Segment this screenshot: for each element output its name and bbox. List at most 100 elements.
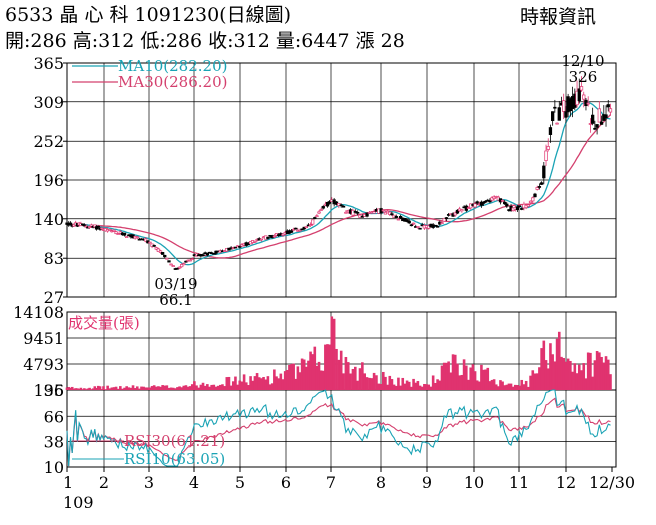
volume-bar bbox=[361, 362, 364, 390]
candle-body bbox=[266, 237, 270, 239]
price-tick-label: 27 bbox=[44, 288, 64, 307]
volume-bar bbox=[434, 382, 437, 390]
volume-bar bbox=[571, 371, 574, 390]
candle-body bbox=[593, 127, 597, 130]
volume-bar bbox=[351, 368, 355, 390]
x-tick-label: 7 bbox=[326, 473, 336, 492]
volume-bar bbox=[292, 363, 295, 390]
volume-bar bbox=[490, 379, 494, 390]
volume-bar bbox=[386, 384, 389, 390]
volume-bar bbox=[449, 372, 453, 390]
volume-bar bbox=[438, 380, 442, 390]
volume-bar bbox=[431, 375, 435, 390]
volume-bar bbox=[296, 366, 300, 390]
volume-bar bbox=[418, 385, 422, 390]
volume-bar bbox=[72, 388, 76, 390]
volume-bar bbox=[106, 385, 109, 390]
volume-bar bbox=[553, 361, 557, 390]
candle-body bbox=[548, 127, 553, 135]
volume-bar bbox=[286, 369, 289, 390]
x-tick-label: 12 bbox=[556, 473, 576, 492]
volume-bar bbox=[184, 385, 188, 390]
volume-bar bbox=[379, 384, 383, 390]
volume-bar bbox=[573, 363, 577, 390]
volume-bar bbox=[511, 386, 515, 390]
candle-body bbox=[281, 233, 285, 236]
candle-body bbox=[546, 146, 550, 150]
volume-bar bbox=[206, 384, 209, 390]
candle-body bbox=[135, 236, 139, 239]
price-tick-label: 309 bbox=[33, 93, 64, 112]
source-label: 時報資訊 bbox=[520, 6, 597, 28]
candle-body bbox=[444, 217, 449, 220]
volume-bar bbox=[356, 380, 359, 390]
volume-bar bbox=[138, 388, 141, 390]
candle-body bbox=[327, 201, 332, 204]
volume-bar bbox=[566, 358, 570, 390]
candle-body bbox=[84, 225, 88, 228]
candle-body bbox=[435, 225, 440, 228]
candle-body bbox=[528, 200, 533, 204]
volume-bar bbox=[251, 380, 255, 390]
volume-bar bbox=[288, 364, 291, 390]
volume-bar bbox=[401, 377, 405, 390]
volume-bar bbox=[193, 381, 196, 390]
candle-body bbox=[319, 209, 323, 211]
rsi-tick-label: 66 bbox=[44, 407, 64, 426]
candle-body bbox=[526, 204, 531, 207]
ohlc-summary: 開:286 高:312 低:286 收:312 量:6447 漲 28 bbox=[5, 30, 405, 52]
candle-body bbox=[152, 244, 156, 247]
candle-body bbox=[460, 209, 464, 212]
chart-date: 1091230 bbox=[134, 4, 220, 26]
price-tick-label: 196 bbox=[33, 171, 64, 190]
volume-bar bbox=[114, 386, 118, 390]
price-tick-label: 252 bbox=[33, 132, 64, 151]
candle-body bbox=[188, 259, 192, 262]
candle-body bbox=[205, 252, 209, 256]
volume-bar bbox=[231, 381, 235, 390]
chart-title: 6533 晶 心 科 1091230(日線圖) bbox=[5, 4, 291, 26]
candle-body bbox=[455, 209, 460, 214]
volume-bar bbox=[203, 385, 207, 390]
volume-bar bbox=[244, 382, 248, 390]
volume-bar bbox=[98, 386, 102, 390]
volume-bar bbox=[79, 387, 83, 390]
volume-bar bbox=[609, 374, 612, 390]
volume-bar bbox=[589, 352, 592, 390]
candle-body bbox=[156, 248, 161, 252]
volume-bar bbox=[497, 386, 500, 390]
low-date-annotation: 03/19 bbox=[154, 275, 197, 293]
candle-body bbox=[154, 247, 158, 250]
volume-bar bbox=[368, 377, 371, 390]
candle-body bbox=[597, 108, 601, 123]
volume-bar bbox=[247, 385, 250, 390]
volume-bar bbox=[471, 364, 475, 390]
volume-bar bbox=[569, 360, 572, 390]
candle-body bbox=[160, 252, 165, 255]
volume-bar bbox=[104, 389, 107, 390]
volume-bar bbox=[505, 384, 509, 390]
volume-bar bbox=[264, 379, 268, 390]
volume-bar bbox=[531, 370, 535, 390]
candle-body bbox=[300, 228, 304, 231]
volume-bar bbox=[125, 386, 128, 390]
candle-body bbox=[533, 193, 537, 198]
volume-tick-label: 14108 bbox=[13, 303, 64, 322]
volume-bar bbox=[544, 360, 548, 390]
candle-body bbox=[298, 229, 302, 232]
volume-bar bbox=[238, 380, 242, 390]
volume-bar bbox=[116, 388, 120, 390]
volume-bar bbox=[593, 360, 597, 390]
volume-bar bbox=[262, 376, 265, 390]
volume-bar bbox=[349, 373, 352, 390]
volume-bar bbox=[453, 354, 457, 390]
volume-bar bbox=[229, 385, 233, 390]
volume-bar bbox=[326, 344, 329, 390]
x-tick-label: 8 bbox=[376, 473, 386, 492]
candle-body bbox=[411, 222, 416, 225]
volume-bar bbox=[375, 375, 378, 390]
volume-bar bbox=[392, 384, 396, 390]
volume-bar bbox=[516, 385, 519, 390]
volume-bar bbox=[91, 388, 95, 390]
candle-body bbox=[272, 235, 277, 238]
